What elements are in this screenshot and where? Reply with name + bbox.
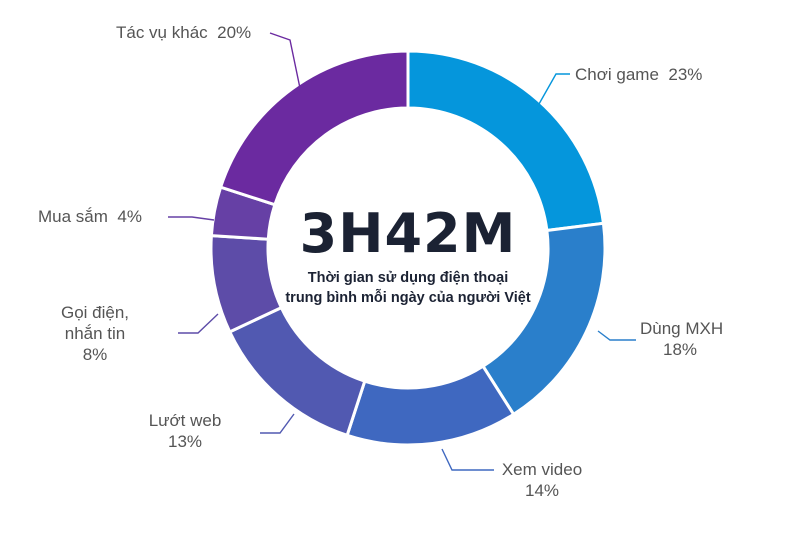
label-tac-vu-khac-name: Tác vụ khác [116,23,208,42]
leader-line-goi-dien [178,313,219,334]
label-goi-dien-line-1: Gọi điện, [60,303,130,322]
leader-line-dung-mxh [597,330,636,341]
label-choi-game-value: 23% [668,65,703,84]
center-caption-line-1: Thời gian sử dụng điện thoại [307,270,509,286]
label-mua-sam: Mua sắm 4% [38,206,142,227]
label-luot-web-value: 13% [167,432,203,451]
leader-line-xem-video [441,448,494,471]
label-dung-mxh: Dùng MXH 18% [640,318,724,360]
slice-xem-video [345,364,516,447]
label-tac-vu-khac-value: 20% [217,23,252,42]
label-choi-game-name: Chơi game [575,65,659,84]
leader-line-mua-sam [168,216,215,221]
label-goi-dien-line-2: nhắn tin [64,324,126,343]
label-dung-mxh-name: Dùng MXH [640,319,724,338]
leader-line-choi-game [538,73,570,105]
label-xem-video-value: 14% [524,481,560,500]
label-dung-mxh-value: 18% [662,340,698,359]
center-value-text: 3H42M [299,202,517,265]
label-choi-game: Chơi game 23% [575,64,702,85]
label-luot-web: Lướt web 13% [135,410,235,452]
label-xem-video-name: Xem video [501,460,583,479]
leader-line-tac-vu-khac [269,32,302,94]
label-mua-sam-name: Mua sắm [38,207,108,226]
center-caption-line-2: trung bình mỗi ngày của người Việt [285,290,531,306]
label-goi-dien: Gọi điện, nhắn tin 8% [50,302,140,365]
label-tac-vu-khac: Tác vụ khác 20% [116,22,251,43]
label-xem-video: Xem video 14% [492,459,592,501]
label-goi-dien-value: 8% [82,345,108,364]
slice-tac-vu-khac [218,49,410,207]
center-caption: Thời gian sử dụng điện thoại trung bình … [258,268,558,308]
label-luot-web-name: Lướt web [148,411,222,430]
leader-line-luot-web [260,413,295,434]
label-mua-sam-value: 4% [117,207,142,226]
slice-luot-web [227,305,367,438]
